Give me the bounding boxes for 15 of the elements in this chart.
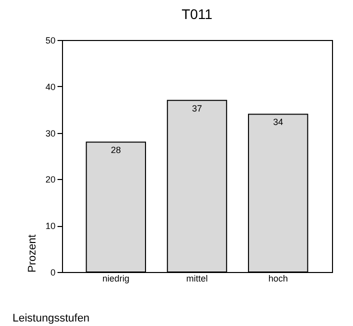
data-label: 37 [192,103,202,114]
y-tick-label: 0 [50,268,56,278]
y-tick-label: 10 [45,221,56,232]
y-tick-label: 40 [45,82,56,92]
data-label: 34 [273,117,284,128]
y-tick-label: 50 [45,36,56,46]
x-tick-label: niedrig [102,274,130,284]
chart-title: T011 [182,6,213,22]
x-axis-title: Leistungsstufen [12,312,90,324]
y-tick-label: 30 [45,128,56,138]
data-label: 28 [110,145,121,156]
y-axis-title: Prozent [26,234,38,272]
x-tick-label: hoch [268,274,288,284]
x-tick-label: mittel [186,274,208,284]
y-tick-label: 20 [45,174,56,185]
